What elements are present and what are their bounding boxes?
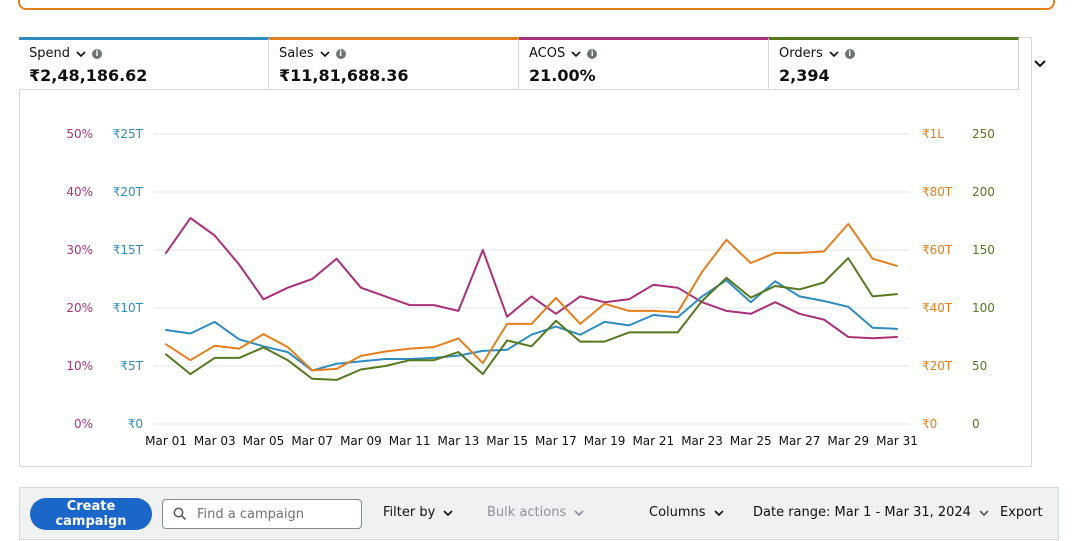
x-tick-label: Mar 19 <box>584 434 626 448</box>
series-line-spend <box>165 279 898 372</box>
chevron-down-icon[interactable] <box>829 49 839 59</box>
performance-panel <box>19 37 1032 467</box>
orders-tick-label: 250 <box>972 127 995 141</box>
chevron-down-icon <box>979 509 989 516</box>
info-icon[interactable]: i <box>92 48 102 59</box>
orders-tick-label: 200 <box>972 185 995 199</box>
sales-tick-label: ₹60T <box>922 243 953 257</box>
chevron-down-icon[interactable] <box>571 49 581 59</box>
metric-card-acos[interactable]: ACOS i 21.00% <box>519 37 769 90</box>
orders-tick-label: 150 <box>972 243 995 257</box>
x-tick-label: Mar 07 <box>291 434 333 448</box>
search-input[interactable] <box>195 505 359 523</box>
metric-label: Orders <box>779 46 823 61</box>
metric-label: ACOS <box>529 46 566 61</box>
expand-metrics-chevron-icon[interactable] <box>1032 55 1048 71</box>
x-tick-label: Mar 09 <box>340 434 382 448</box>
campaign-search-field[interactable] <box>162 499 362 529</box>
bulk-actions-dropdown[interactable]: Bulk actions <box>487 505 584 520</box>
export-label: Export <box>1000 505 1043 520</box>
acos-tick-label: 30% <box>66 243 93 257</box>
acos-tick-label: 10% <box>66 359 93 373</box>
orders-tick-label: 0 <box>972 417 980 431</box>
acos-tick-label: 50% <box>66 127 93 141</box>
columns-dropdown[interactable]: Columns <box>649 505 724 520</box>
alert-box-edge <box>18 0 1055 10</box>
columns-label: Columns <box>649 505 706 520</box>
x-tick-label: Mar 31 <box>876 434 918 448</box>
series-line-sales <box>165 222 898 372</box>
x-tick-label: Mar 05 <box>243 434 285 448</box>
metric-value: 21.00% <box>529 66 596 85</box>
x-tick-label: Mar 23 <box>681 434 723 448</box>
chevron-down-icon[interactable] <box>76 49 86 59</box>
metric-value: 2,394 <box>779 66 830 85</box>
search-icon <box>173 507 187 521</box>
x-tick-label: Mar 25 <box>730 434 772 448</box>
metric-card-spend[interactable]: Spend i ₹2,48,186.62 <box>19 37 269 90</box>
spend-tick-label: ₹25T <box>113 127 144 141</box>
sales-tick-label: ₹0 <box>922 417 937 431</box>
x-tick-label: Mar 21 <box>632 434 674 448</box>
acos-tick-label: 20% <box>66 301 93 315</box>
sales-tick-label: ₹80T <box>922 185 953 199</box>
spend-tick-label: ₹15T <box>113 243 144 257</box>
metric-label: Spend <box>29 46 70 61</box>
filter-by-dropdown[interactable]: Filter by <box>383 505 453 520</box>
info-icon[interactable]: i <box>587 48 598 59</box>
metric-value: ₹2,48,186.62 <box>29 66 148 85</box>
bulk-actions-label: Bulk actions <box>487 505 567 520</box>
export-button[interactable]: Export <box>1000 505 1043 520</box>
spend-tick-label: ₹20T <box>113 185 144 199</box>
filter-by-label: Filter by <box>383 505 436 520</box>
chevron-down-icon <box>713 509 724 516</box>
acos-tick-label: 40% <box>66 185 93 199</box>
performance-line-chart: 0% 10% 20% 30% 40% 50% ₹0 ₹5T ₹10T ₹15T ₹20T ₹25T ₹0… <box>66 127 995 448</box>
date-range-label: Date range: Mar 1 - Mar 31, 2024 <box>753 505 971 520</box>
x-tick-label: Mar 29 <box>827 434 869 448</box>
series-line-orders <box>165 257 898 381</box>
metric-value: ₹11,81,688.36 <box>279 66 409 85</box>
x-tick-label: Mar 17 <box>535 434 577 448</box>
series-line-acos <box>165 217 898 340</box>
acos-tick-label: 0% <box>74 417 93 431</box>
metric-label: Sales <box>279 46 314 61</box>
sales-tick-label: ₹40T <box>922 301 953 315</box>
x-tick-label: Mar 01 <box>145 434 187 448</box>
x-tick-label: Mar 27 <box>779 434 821 448</box>
x-tick-label: Mar 13 <box>438 434 480 448</box>
x-tick-label: Mar 03 <box>194 434 236 448</box>
campaign-toolbar: Create campaign Filter by Bulk actions C… <box>19 487 1059 540</box>
x-tick-label: Mar 11 <box>389 434 431 448</box>
date-range-dropdown[interactable]: Date range: Mar 1 - Mar 31, 2024 <box>753 505 989 520</box>
top-alert-strip <box>0 0 1073 14</box>
x-tick-label: Mar 15 <box>486 434 528 448</box>
spend-tick-label: ₹10T <box>113 301 144 315</box>
chevron-down-icon <box>574 509 584 516</box>
sales-tick-label: ₹1L <box>922 127 944 141</box>
metric-card-sales[interactable]: Sales i ₹11,81,688.36 <box>269 37 519 90</box>
chevron-down-icon[interactable] <box>320 49 330 59</box>
create-campaign-button[interactable]: Create campaign <box>30 498 152 530</box>
sales-tick-label: ₹20T <box>922 359 953 373</box>
orders-tick-label: 50 <box>972 359 987 373</box>
info-icon[interactable]: i <box>335 48 346 59</box>
spend-tick-label: ₹5T <box>120 359 143 373</box>
spend-tick-label: ₹0 <box>128 417 143 431</box>
orders-tick-label: 100 <box>972 301 995 315</box>
info-icon[interactable]: i <box>844 48 855 59</box>
chevron-down-icon <box>443 509 453 516</box>
metric-card-orders[interactable]: Orders i 2,394 <box>769 37 1019 90</box>
